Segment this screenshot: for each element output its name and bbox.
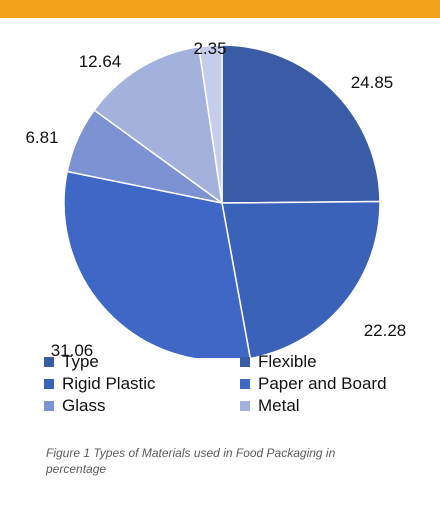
legend-swatch (44, 356, 54, 367)
legend-item: Paper and Board (240, 373, 424, 394)
legend-item: Flexible (240, 351, 424, 372)
pie-data-labels: 24.85 22.28 31.06 6.81 12.64 2.35 (25, 39, 406, 358)
data-label: 24.85 (351, 73, 394, 92)
pie-slices (63, 44, 381, 358)
data-label: 6.81 (25, 128, 58, 147)
legend-label: Type (62, 351, 99, 371)
data-label: 12.64 (79, 52, 122, 71)
legend-swatch (240, 400, 250, 411)
pie-slice (197, 44, 223, 204)
pie-chart: 24.85 22.28 31.06 6.81 12.64 2.35 (25, 39, 406, 358)
legend-item: Glass (44, 395, 240, 416)
data-label: 31.06 (51, 341, 94, 358)
legend-label: Flexible (258, 351, 317, 371)
legend-item: Type (44, 351, 240, 372)
pie-slice (221, 44, 381, 204)
chart-legend: Type Flexible Rigid Plastic Paper and Board… (44, 351, 424, 416)
legend-label: Metal (258, 395, 300, 415)
pie-slice (221, 200, 381, 358)
legend-label: Paper and Board (258, 373, 387, 393)
legend-label: Glass (62, 395, 106, 415)
legend-swatch (240, 378, 250, 389)
data-label: 22.28 (364, 321, 407, 340)
top-accent-bar (0, 0, 440, 18)
legend-item: Rigid Plastic (44, 373, 240, 394)
legend-item: Metal (240, 395, 424, 416)
pie-slice (63, 170, 251, 358)
figure-caption: Figure 1 Types of Materials used in Food… (46, 446, 336, 476)
legend-label: Rigid Plastic (62, 373, 156, 393)
legend-swatch (240, 356, 250, 367)
legend-swatch (44, 400, 54, 411)
legend-swatch (44, 378, 54, 389)
pie-slice (93, 45, 224, 205)
data-label: 2.35 (193, 39, 226, 58)
